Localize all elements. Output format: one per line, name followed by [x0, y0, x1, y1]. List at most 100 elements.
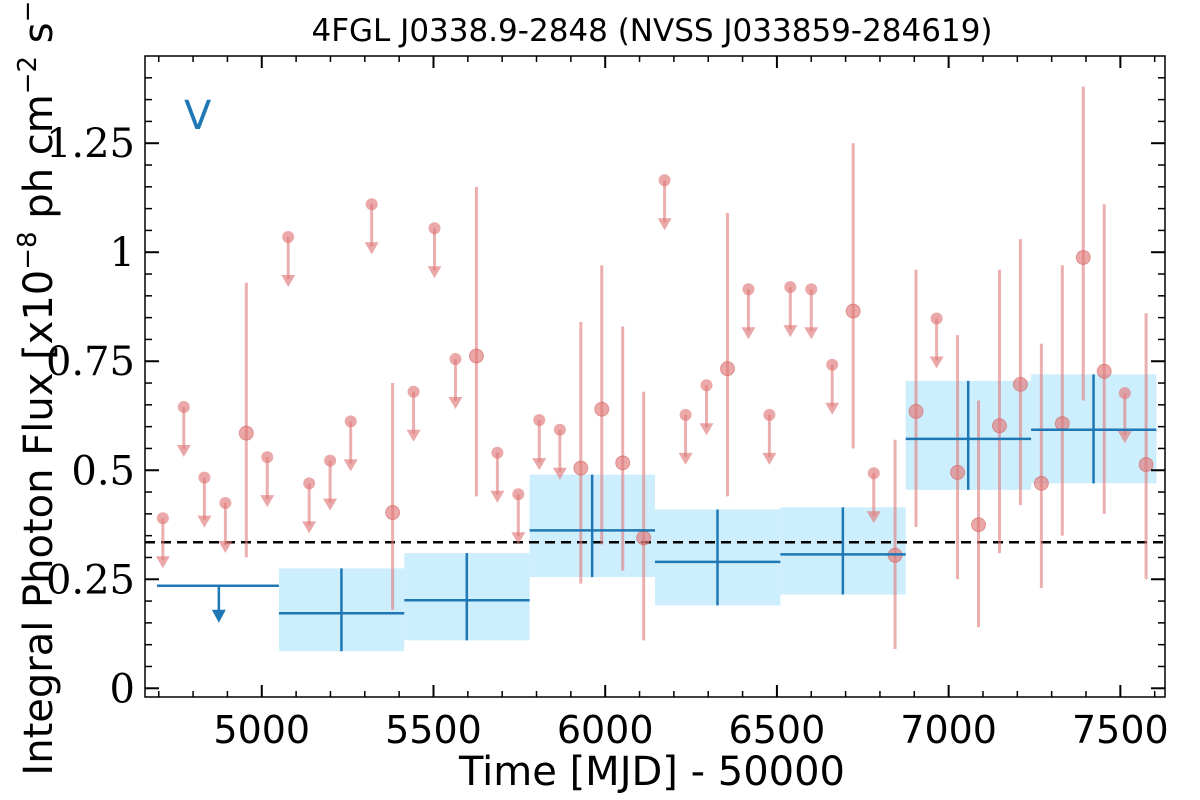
upper-limit-point — [1118, 387, 1131, 400]
monthly-point — [594, 401, 610, 417]
upper-limit-arrow — [762, 452, 777, 465]
monthly-point — [1012, 376, 1028, 392]
monthly-point — [636, 530, 652, 546]
upper-limit-arrow — [406, 429, 421, 442]
upper-limit-arrow — [260, 495, 275, 508]
upper-limit-arrow — [490, 490, 505, 503]
upper-limit-arrow — [657, 218, 672, 231]
upper-limit-point — [826, 358, 839, 371]
upper-limit-arrow — [866, 511, 881, 524]
upper-limit-point — [763, 408, 776, 421]
upper-limit-point — [156, 512, 169, 525]
x-tick-label: 5000 — [213, 708, 310, 752]
monthly-point — [1096, 363, 1112, 379]
monthly-point — [385, 505, 401, 521]
upper-limit-arrow — [783, 325, 798, 338]
upper-limit-point — [742, 283, 755, 296]
upper-limit-arrow — [1117, 431, 1132, 444]
y-tick-label: 0.75 — [46, 339, 135, 385]
upper-limit-point — [303, 477, 316, 490]
upper-limit-point — [261, 451, 274, 464]
monthly-point — [615, 455, 631, 471]
upper-limit-arrow — [155, 556, 170, 569]
upper-limit-arrow — [197, 515, 212, 528]
monthly-points — [155, 86, 1154, 650]
upper-limit-arrow — [532, 458, 547, 471]
y-axis-title-exp1: −8 — [13, 231, 43, 269]
monthly-point — [845, 303, 861, 319]
y-tick-label: 0.5 — [71, 448, 135, 494]
upper-limit-arrow — [511, 532, 526, 545]
y-axis-title-exp3: −1 — [13, 0, 43, 22]
upper-limit-point — [344, 415, 357, 428]
axes-frame — [144, 55, 1166, 698]
upper-limit-point — [407, 385, 420, 398]
upper-limit-arrow — [678, 452, 693, 465]
monthly-point — [719, 361, 735, 377]
upper-limit-point — [491, 446, 504, 459]
monthly-point — [908, 403, 924, 419]
upper-limit-arrow — [448, 397, 463, 410]
upper-limit-point — [512, 488, 525, 501]
upper-limit-arrow — [804, 327, 819, 340]
upper-limit-point — [930, 312, 943, 325]
upper-limit-arrow — [302, 521, 317, 534]
x-tick-label: 5500 — [385, 708, 482, 752]
y-axis-title-s: s — [16, 22, 62, 56]
binned-upper-limit-arrow — [211, 609, 226, 623]
upper-limit-arrow — [552, 467, 567, 480]
binned-points — [157, 374, 1157, 652]
x-axis-title: Time [MJD] - 50000 — [458, 749, 845, 795]
upper-limit-point — [428, 222, 441, 235]
monthly-point — [1033, 475, 1049, 491]
upper-limit-arrow — [929, 356, 944, 369]
upper-limit-arrow — [281, 274, 296, 287]
plot-frame — [144, 55, 1166, 698]
y-axis-title-prefix: Integral Photon Flux [x10 — [16, 270, 62, 776]
y-tick-label: 0.25 — [46, 557, 135, 603]
upper-limit-point — [282, 230, 295, 243]
upper-limit-point — [533, 414, 546, 427]
x-tick-label: 7500 — [1072, 708, 1169, 752]
monthly-point — [238, 425, 254, 441]
axis-ticks: 5000 5500 6000 6500 7000 7500 0 0.25 0.5 0.75 1 1.2… — [46, 56, 1169, 752]
upper-limit-arrow — [825, 402, 840, 415]
upper-limit-point — [700, 379, 713, 392]
upper-limit-arrow — [741, 327, 756, 340]
upper-limit-point — [658, 174, 671, 187]
x-tick-label: 6000 — [557, 708, 654, 752]
upper-limit-point — [365, 198, 378, 211]
upper-limit-arrow — [699, 423, 714, 436]
upper-limit-point — [867, 467, 880, 480]
upper-limit-arrow — [343, 459, 358, 472]
monthly-point — [950, 464, 966, 480]
upper-limit-arrow — [323, 498, 338, 511]
y-axis-title-mid: ph cm — [16, 94, 62, 231]
x-tick-label: 7000 — [900, 708, 997, 752]
upper-limit-point — [784, 281, 797, 294]
monthly-point — [1138, 457, 1154, 473]
upper-limit-point — [198, 471, 211, 484]
monthly-point — [468, 348, 484, 364]
monthly-point — [971, 517, 987, 533]
monthly-point — [991, 418, 1007, 434]
upper-limit-arrow — [176, 445, 191, 458]
band-label: V — [184, 93, 212, 139]
y-tick-label: 0 — [110, 666, 135, 712]
x-tick-label: 6500 — [729, 708, 826, 752]
y-tick-label: 1 — [110, 230, 135, 276]
y-tick-label: 1.25 — [46, 121, 135, 167]
upper-limit-point — [805, 283, 818, 296]
upper-limit-point — [177, 401, 190, 414]
upper-limit-arrow — [218, 540, 233, 553]
upper-limit-arrow — [427, 266, 442, 279]
monthly-point — [573, 460, 589, 476]
upper-limit-arrow — [364, 242, 379, 255]
upper-limit-point — [449, 353, 462, 366]
monthly-point — [1075, 249, 1091, 265]
y-axis-title: Integral Photon Flux [x10−8 ph cm−2 s−1] — [13, 0, 62, 776]
upper-limit-point — [324, 454, 337, 467]
upper-limit-point — [219, 496, 232, 509]
